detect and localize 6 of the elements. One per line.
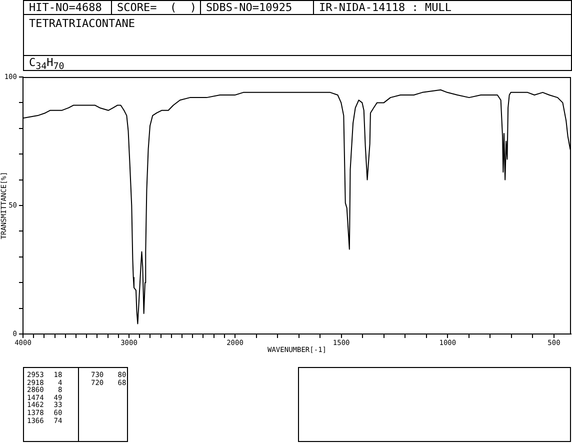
text: IR-NIDA-14118 : MULL (314, 1, 571, 15)
text: HIT-NO=4688 (24, 1, 112, 15)
text: SCORE= ( ) (112, 1, 201, 15)
text: SDBS-NO=10925 (201, 1, 314, 15)
chart-title: TETRATRIACONTANE (29, 17, 135, 30)
chart-subtitle: C$_{34}$H$_{70}$ (29, 56, 64, 74)
